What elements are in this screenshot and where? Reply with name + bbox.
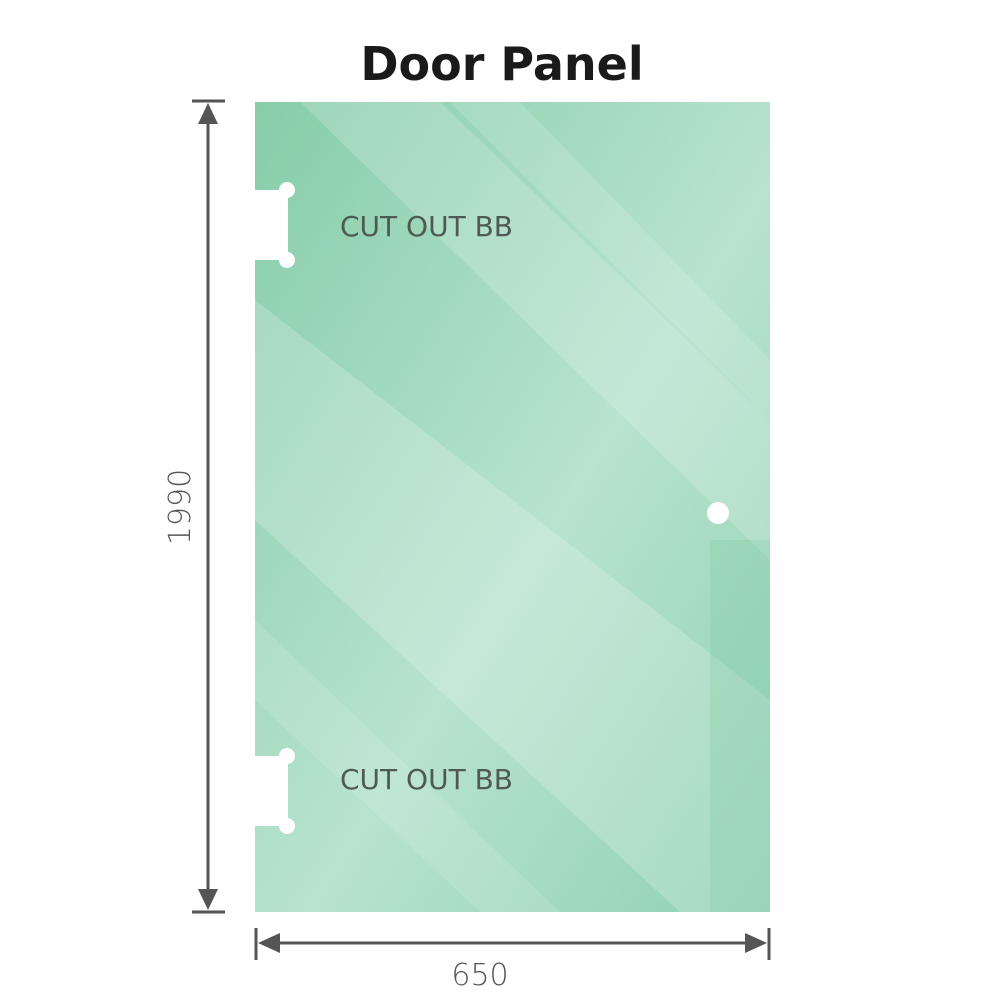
cutout-label-top: CUT OUT BB: [340, 210, 513, 243]
height-label: 1990: [163, 469, 198, 545]
diagram-title: Door Panel: [360, 37, 643, 91]
glass-reflections: [255, 102, 770, 912]
glass-panel: [250, 102, 770, 912]
cutout-top-shape: [250, 182, 295, 268]
cutout-label-bottom: CUT OUT BB: [340, 763, 513, 796]
cutout-bottom-shape: [250, 748, 295, 834]
width-dimension-line: [254, 928, 771, 960]
height-dimension-line: [192, 99, 225, 914]
width-label: 650: [451, 958, 508, 993]
handle-hole: [707, 502, 729, 524]
